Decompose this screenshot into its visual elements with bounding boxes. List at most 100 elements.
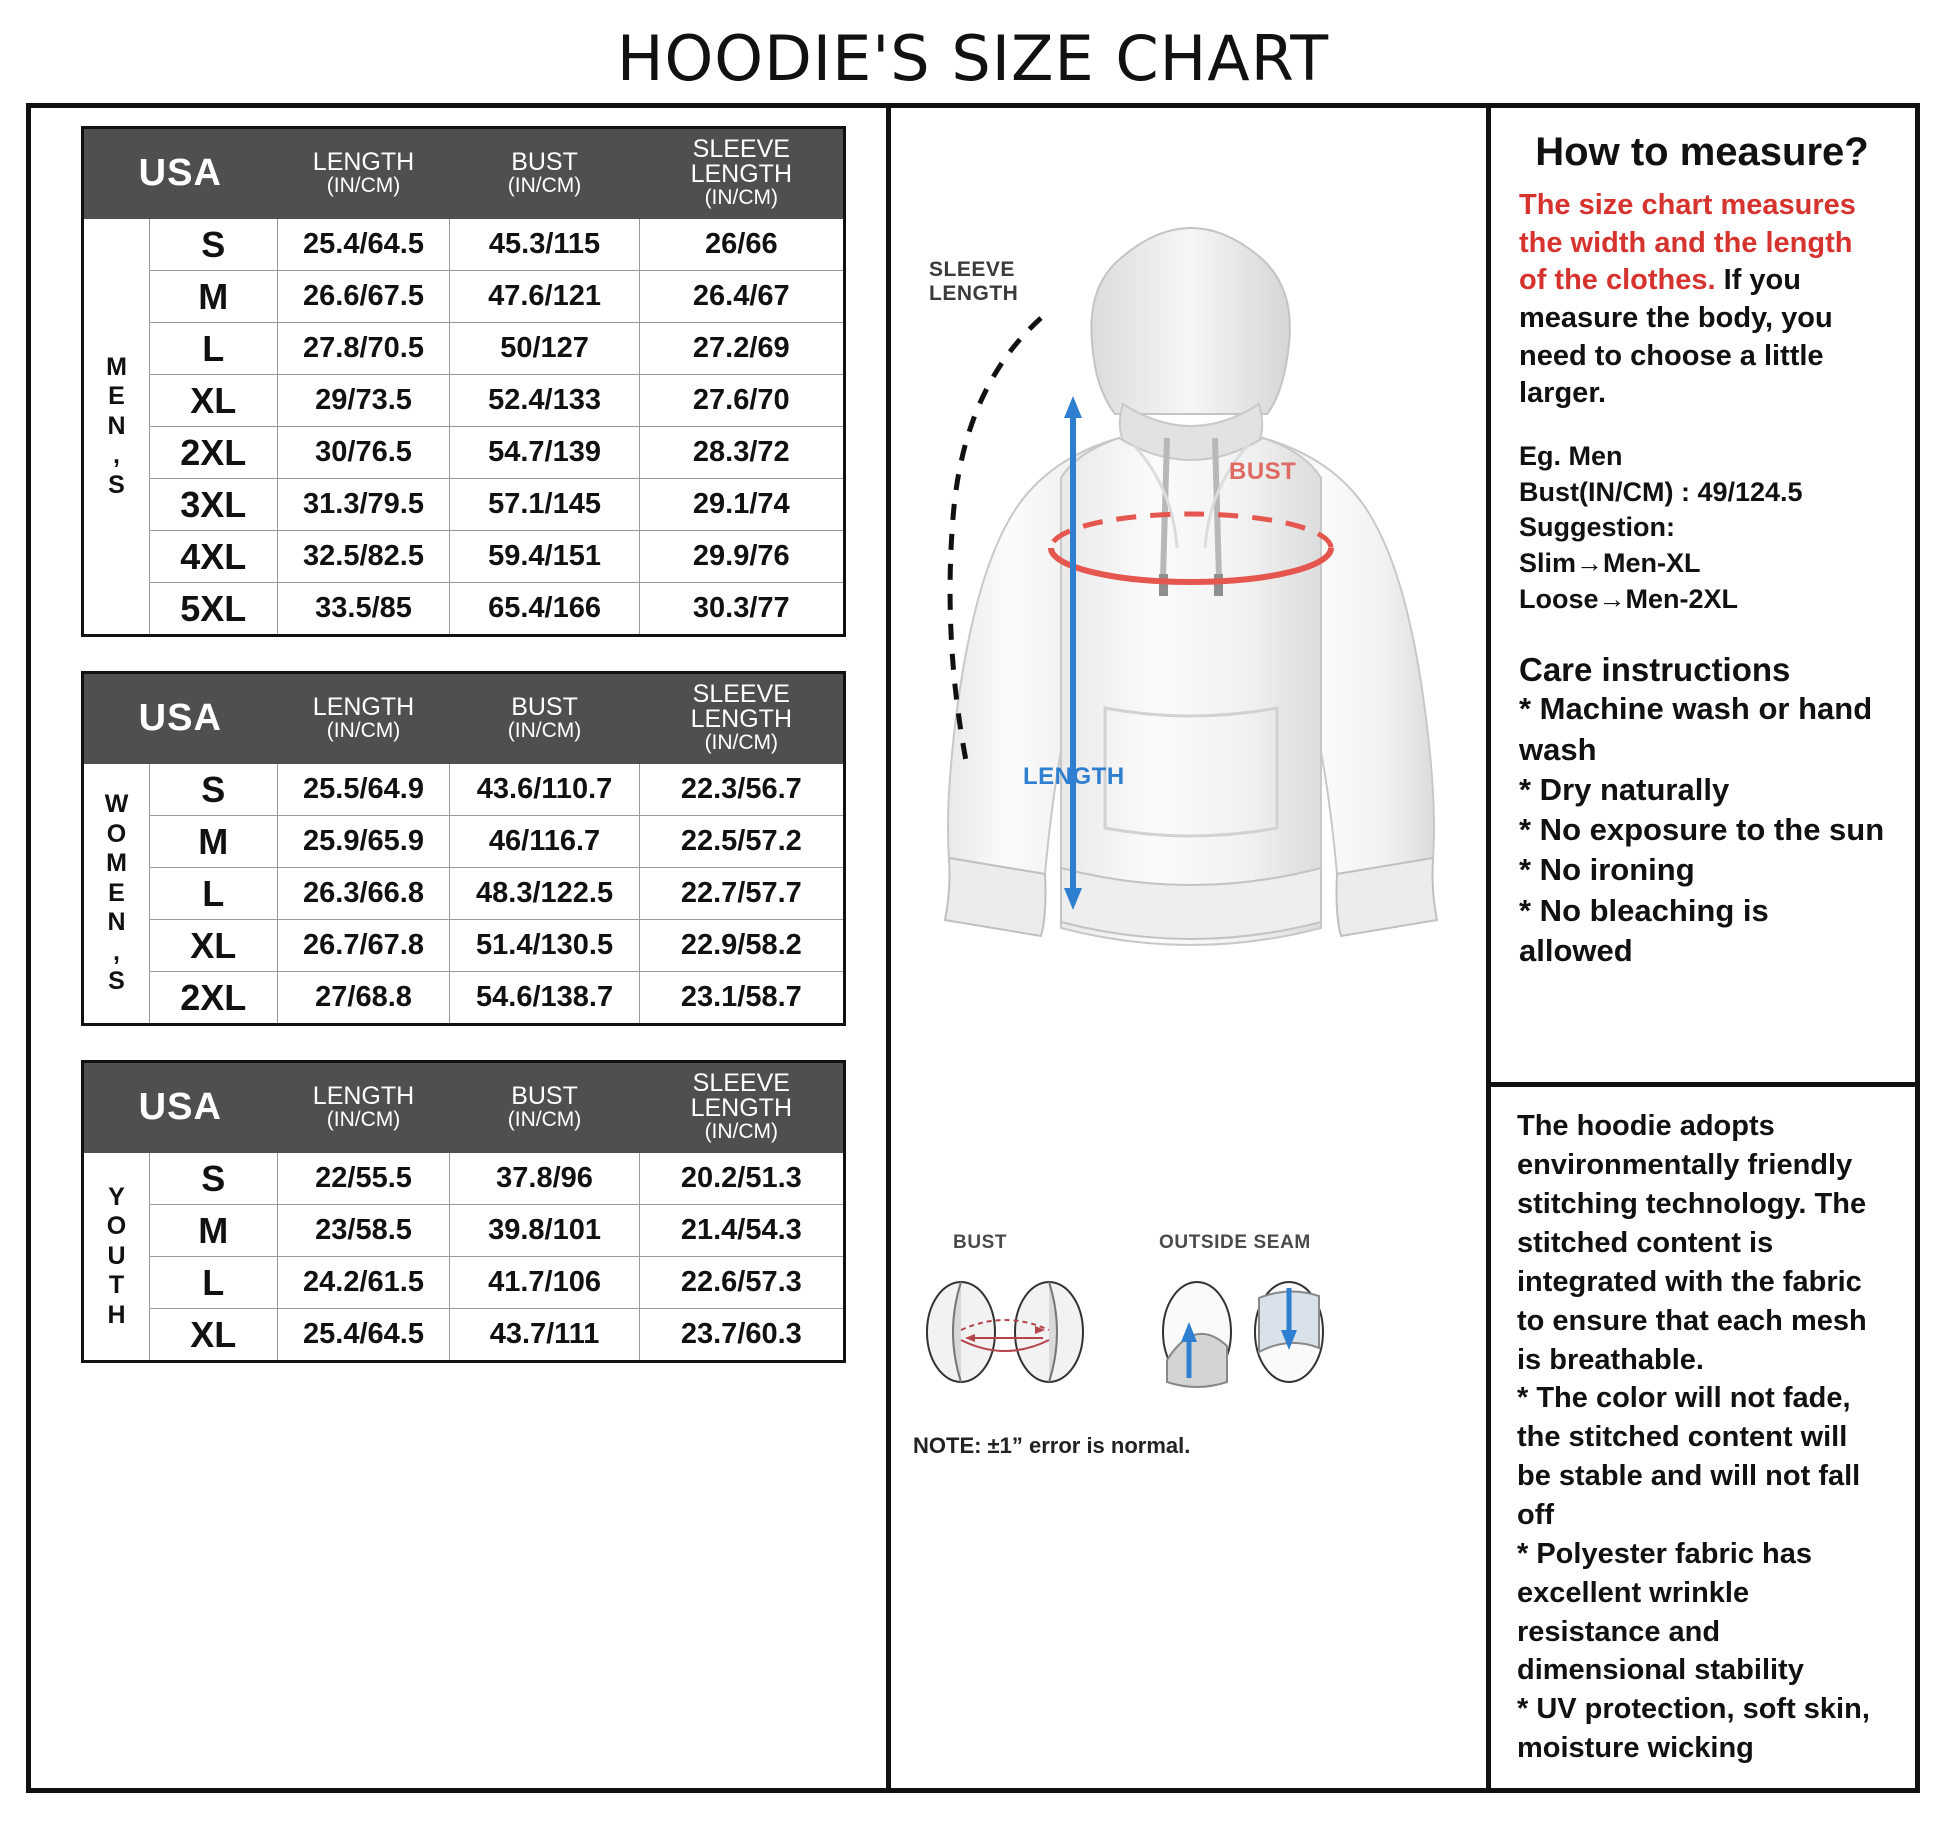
cell-length: 23/58.5	[276, 1204, 451, 1257]
sleeve-length-label: SLEEVE LENGTH	[929, 258, 1019, 306]
cell-length: 25.9/65.9	[276, 815, 451, 868]
header-sleeve-sub: (IN/CM)	[704, 186, 779, 209]
cell-length: 25.4/64.5	[276, 1308, 451, 1362]
table-row: 4XL 32.5/82.5 59.4/151 29.9/76	[83, 530, 846, 583]
cell-length: 22/55.5	[276, 1152, 451, 1205]
header-usa: USA	[82, 1061, 278, 1153]
cell-sleeve: 29.1/74	[638, 478, 846, 531]
fabric-bullet: * Polyester fabric has excellent wrinkle…	[1517, 1537, 1812, 1687]
cell-sleeve: 26/66	[638, 218, 846, 271]
cell-size: XL	[149, 374, 278, 427]
header-bust-main: BUST	[511, 1081, 578, 1110]
care-item: * Dry naturally	[1519, 771, 1730, 807]
cell-length: 25.5/64.9	[276, 763, 451, 816]
table-row: 5XL 33.5/85 65.4/166 30.3/77	[83, 582, 846, 636]
header-length: LENGTH (IN/CM)	[276, 127, 451, 219]
cell-sleeve: 22.3/56.7	[638, 763, 846, 816]
table-header-row: USA LENGTH (IN/CM) BUST (IN/CM) SLEEVE L…	[82, 1061, 846, 1153]
youth-size-table: USA LENGTH (IN/CM) BUST (IN/CM) SLEEVE L…	[81, 1060, 846, 1363]
fabric-bullet: * The color will not fade, the stitched …	[1517, 1382, 1861, 1531]
measure-red-text: The size chart measures the width and th…	[1519, 189, 1856, 297]
table-row: Y O U T H S 22/55.5 37.8/96 20.2/51.3	[82, 1152, 846, 1362]
table-header-row: USA LENGTH (IN/CM) BUST (IN/CM) SLEEVE L…	[82, 127, 846, 219]
cell-length: 26.6/67.5	[276, 270, 451, 323]
table-row: XL 26.7/67.8 51.4/130.5 22.9/58.2	[83, 919, 846, 972]
cell-sleeve: 22.7/57.7	[638, 867, 846, 920]
table-header-row: USA LENGTH (IN/CM) BUST (IN/CM) SLEEVE L…	[82, 672, 846, 764]
table-row: 2XL 27/68.8 54.6/138.7 23.1/58.7	[83, 971, 846, 1025]
cell-bust: 43.6/110.7	[449, 763, 640, 816]
cell-length: 29/73.5	[276, 374, 451, 427]
cell-length: 32.5/82.5	[276, 530, 451, 583]
header-sleeve-main: SLEEVE LENGTH	[690, 135, 792, 188]
cell-bust: 48.3/122.5	[449, 867, 640, 920]
example-line-1: Eg. Men	[1519, 441, 1623, 472]
womens-table-body: W O M E N, S S 25.5/64.9 43.6/110.7 22.3/56.7 M 25.…	[82, 763, 846, 1025]
example-line-4: Slim→Men-XL	[1519, 548, 1701, 578]
care-item: * No ironing	[1519, 852, 1695, 888]
table-row: L 26.3/66.8 48.3/122.5 22.7/57.7	[83, 867, 846, 920]
cell-size: L	[149, 867, 278, 920]
header-length-main: LENGTH	[312, 1081, 415, 1110]
cell-size: 3XL	[149, 478, 278, 531]
cell-bust: 57.1/145	[449, 478, 640, 531]
fabric-paragraph: The hoodie adopts environmentally friend…	[1517, 1110, 1867, 1376]
cell-bust: 54.7/139	[449, 426, 640, 479]
error-note: NOTE: ±1” error is normal.	[913, 1433, 1191, 1458]
table-row: XL 25.4/64.5 43.7/111 23.7/60.3	[83, 1308, 846, 1362]
measure-black-text: If you measure the body, you need to cho…	[1519, 264, 1833, 410]
header-bust: BUST (IN/CM)	[449, 672, 640, 764]
example-line-2: Bust(IN/CM) : 49/124.5	[1519, 476, 1803, 507]
example-block: Eg. Men Bust(IN/CM) : 49/124.5 Suggestio…	[1519, 439, 1885, 617]
cell-size: M	[149, 815, 278, 868]
header-bust-main: BUST	[511, 147, 578, 176]
cell-bust: 52.4/133	[449, 374, 640, 427]
header-sleeve-sub: (IN/CM)	[704, 1120, 779, 1143]
header-bust: BUST (IN/CM)	[449, 127, 640, 219]
cell-bust: 43.7/111	[449, 1308, 640, 1362]
cell-size: M	[149, 270, 278, 323]
cell-size: L	[149, 1256, 278, 1309]
cell-sleeve: 27.6/70	[638, 374, 846, 427]
header-bust: BUST (IN/CM)	[449, 1061, 640, 1153]
cell-bust: 59.4/151	[449, 530, 640, 583]
cell-sleeve: 27.2/69	[638, 322, 846, 375]
cell-length: 30/76.5	[276, 426, 451, 479]
header-bust-sub: (IN/CM)	[507, 1107, 582, 1131]
measure-icons-svg	[926, 1281, 1324, 1388]
cell-length: 26.3/66.8	[276, 867, 451, 920]
cell-sleeve: 22.6/57.3	[638, 1256, 846, 1309]
table-row: M 25.9/65.9 46/116.7 22.5/57.2	[83, 815, 846, 868]
mens-size-table: USA LENGTH (IN/CM) BUST (IN/CM) SLEEVE L…	[81, 126, 846, 637]
size-tables-pane: USA LENGTH (IN/CM) BUST (IN/CM) SLEEVE L…	[31, 108, 891, 1788]
chart-container: USA LENGTH (IN/CM) BUST (IN/CM) SLEEVE L…	[26, 103, 1920, 1793]
hoodie-illustration: SLEEVE LENGTH BUST LENGTH	[891, 108, 1486, 1228]
header-bust-main: BUST	[511, 692, 578, 721]
header-usa: USA	[82, 672, 278, 764]
cell-size: 5XL	[149, 582, 278, 636]
header-bust-sub: (IN/CM)	[507, 173, 582, 197]
cell-length: 27/68.8	[276, 971, 451, 1025]
header-length-sub: (IN/CM)	[326, 173, 401, 197]
cell-bust: 54.6/138.7	[449, 971, 640, 1025]
table-row: XL 29/73.5 52.4/133 27.6/70	[83, 374, 846, 427]
cell-sleeve: 29.9/76	[638, 530, 846, 583]
page-title: HOODIE'S SIZE CHART	[616, 22, 1330, 95]
cell-size: S	[149, 218, 278, 271]
table-row: L 24.2/61.5 41.7/106 22.6/57.3	[83, 1256, 846, 1309]
header-length-sub: (IN/CM)	[326, 1107, 401, 1131]
cell-sleeve: 23.7/60.3	[638, 1308, 846, 1362]
header-sleeve: SLEEVE LENGTH (IN/CM)	[638, 127, 846, 219]
table-row: L 27.8/70.5 50/127 27.2/69	[83, 322, 846, 375]
header-bust-sub: (IN/CM)	[507, 718, 582, 742]
hoodie-diagram-pane: SLEEVE LENGTH BUST LENGTH BUST OUTSIDE SE…	[891, 108, 1491, 1788]
cell-sleeve: 22.5/57.2	[638, 815, 846, 868]
header-sleeve-main: SLEEVE LENGTH	[690, 680, 792, 733]
cell-sleeve: 22.9/58.2	[638, 919, 846, 972]
fabric-bullets: * The color will not fade, the stitched …	[1517, 1379, 1889, 1768]
cell-bust: 51.4/130.5	[449, 919, 640, 972]
care-item: * No exposure to the sun	[1519, 812, 1885, 848]
cell-length: 31.3/79.5	[276, 478, 451, 531]
header-sleeve: SLEEVE LENGTH (IN/CM)	[638, 672, 846, 764]
